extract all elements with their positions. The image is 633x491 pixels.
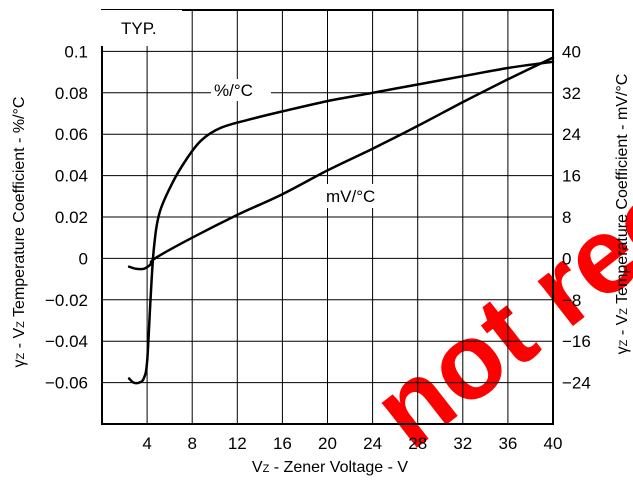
series-label-bg-pct xyxy=(211,79,271,101)
y-tick-label-left: 0 xyxy=(79,249,88,268)
y-tick-label-left: 0.04 xyxy=(55,167,88,186)
x-tick-label: 12 xyxy=(228,434,247,453)
y-tick-label-right: 8 xyxy=(562,208,571,227)
y-tick-label-left: 0.02 xyxy=(55,208,88,227)
y-tick-label-right: 16 xyxy=(562,167,581,186)
series-label-mv: mV/°C xyxy=(326,187,375,206)
y-tick-label-left: 0.06 xyxy=(55,125,88,144)
x-tick-label: 40 xyxy=(544,434,563,453)
x-tick-label: 32 xyxy=(453,434,472,453)
y-tick-label-right: −16 xyxy=(562,332,591,351)
note-label: TYP. xyxy=(121,19,157,38)
series-label-pct: %/°C xyxy=(214,81,253,100)
series-line-mv-per-c xyxy=(127,56,555,271)
note-box xyxy=(101,10,182,46)
y-axis-label-left: γZ - VZ Temperature Coefficient - %/°C xyxy=(11,97,28,368)
y-tick-label-left: 0.08 xyxy=(55,84,88,103)
y-tick-label-right: 40 xyxy=(562,42,581,61)
plot-frame xyxy=(101,9,554,425)
x-tick-label: 16 xyxy=(273,434,292,453)
series-line-pct-per-c xyxy=(127,60,555,385)
x-tick-label: 20 xyxy=(318,434,337,453)
y-tick-label-right: 32 xyxy=(562,84,581,103)
y-tick-label-left: −0.04 xyxy=(45,332,88,351)
y-tick-label-right: 0 xyxy=(562,249,571,268)
x-tick-label: 36 xyxy=(498,434,517,453)
y-tick-label-right: −8 xyxy=(562,291,581,310)
series-layer xyxy=(127,56,555,385)
x-tick-label: 4 xyxy=(142,434,151,453)
x-tick-label: 24 xyxy=(363,434,382,453)
y-tick-label-left: −0.02 xyxy=(45,291,88,310)
tick-labels: 4 8 12 16 20 24 28 32 36 40 0.1 0.08 0.06 0.04 0.02 0 −0… xyxy=(45,42,591,453)
x-tick-label: 8 xyxy=(187,434,196,453)
y-tick-label-right: −24 xyxy=(562,374,591,393)
y-tick-label-right: 24 xyxy=(562,125,581,144)
y-axis-label-right: γZ - VZ Temperature Coefficient - mV/°C xyxy=(614,74,631,355)
y-tick-label-left: −0.06 xyxy=(45,374,88,393)
series-label-bg-mv xyxy=(324,184,388,208)
y-tick-label-left: 0.1 xyxy=(64,42,88,61)
x-axis-label: VZ - Zener Voltage - V xyxy=(252,459,408,476)
x-tick-label: 28 xyxy=(408,434,427,453)
